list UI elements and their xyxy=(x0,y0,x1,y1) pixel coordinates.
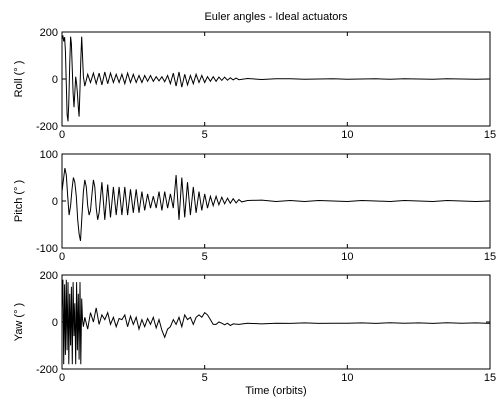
series-line xyxy=(62,279,490,365)
y-tick-label: 0 xyxy=(52,196,58,208)
x-tick-label: 15 xyxy=(484,129,496,141)
x-tick-label: 10 xyxy=(341,129,353,141)
x-tick-label: 5 xyxy=(202,129,208,141)
y-tick-label: 200 xyxy=(40,27,58,39)
y-tick-label: -200 xyxy=(36,364,58,376)
y-tick-label: -200 xyxy=(36,121,58,133)
y-axis-label: Roll (° ) xyxy=(13,61,25,98)
y-tick-label: 200 xyxy=(40,270,58,282)
x-tick-label: 5 xyxy=(202,251,208,263)
x-tick-label: 15 xyxy=(484,251,496,263)
figure-title: Euler angles - Ideal actuators xyxy=(204,11,348,23)
x-axis-label: Time (orbits) xyxy=(245,385,306,397)
series-line xyxy=(62,168,490,241)
y-tick-label: -100 xyxy=(36,243,58,255)
x-tick-label: 0 xyxy=(59,251,65,263)
x-tick-label: 5 xyxy=(202,372,208,384)
y-axis-label: Pitch (° ) xyxy=(13,180,25,222)
x-tick-label: 0 xyxy=(59,129,65,141)
x-tick-label: 10 xyxy=(341,251,353,263)
series-line xyxy=(62,35,490,122)
y-tick-label: 0 xyxy=(52,74,58,86)
y-tick-label: 100 xyxy=(40,149,58,161)
x-tick-label: 0 xyxy=(59,372,65,384)
x-tick-label: 10 xyxy=(341,372,353,384)
y-axis-label: Yaw (° ) xyxy=(13,303,25,341)
x-tick-label: 15 xyxy=(484,372,496,384)
axes-frame xyxy=(61,274,491,370)
y-tick-label: 0 xyxy=(52,317,58,329)
